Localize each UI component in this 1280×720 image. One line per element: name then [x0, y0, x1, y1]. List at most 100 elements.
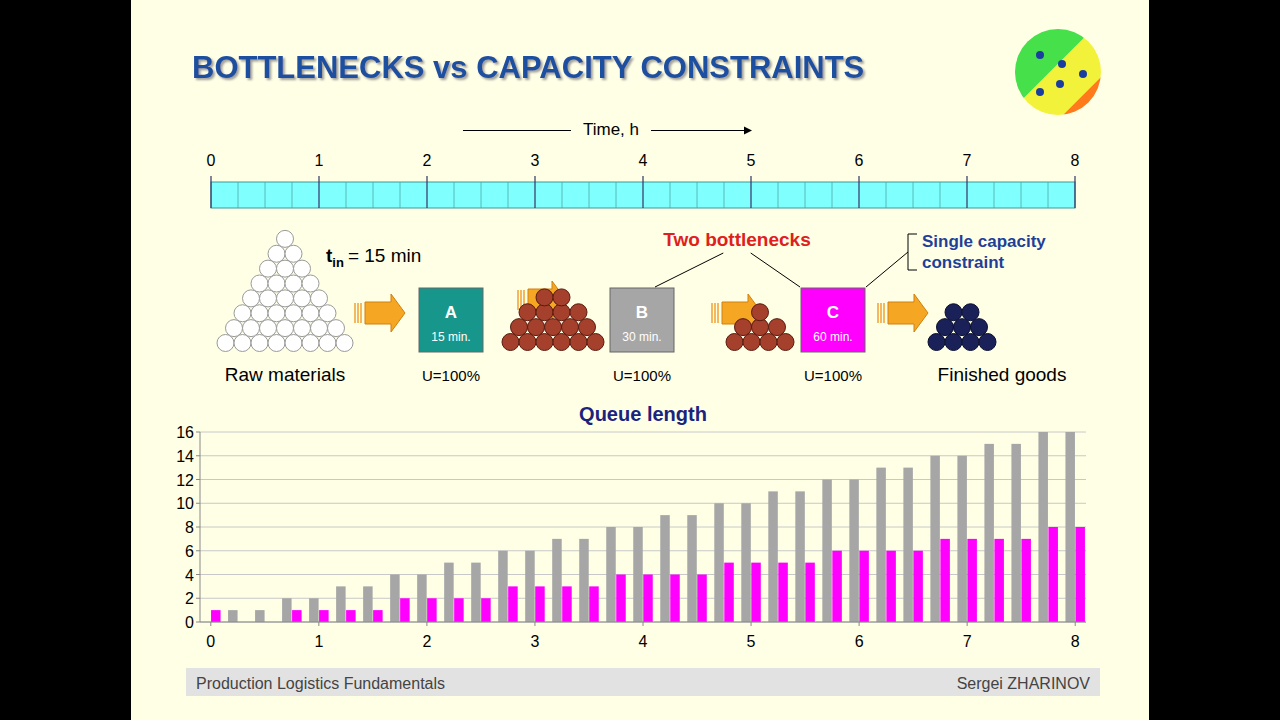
bar — [319, 610, 329, 622]
bar — [795, 491, 805, 622]
bar — [309, 598, 319, 622]
x-tick-label: 4 — [639, 633, 648, 650]
input-text: = 15 min — [348, 245, 421, 266]
flow-arrow-stripe — [717, 303, 719, 323]
item — [260, 290, 277, 307]
item — [243, 320, 260, 337]
item — [336, 335, 353, 352]
bar — [697, 575, 707, 623]
chart: Queue length0246810121416012345678 — [176, 403, 1086, 650]
flow-arrow-stripe — [880, 303, 882, 323]
timeline-tick — [210, 176, 211, 208]
bar — [616, 575, 626, 623]
bar — [805, 563, 815, 622]
bar — [525, 551, 535, 622]
flow-arrow-stripe — [883, 303, 885, 323]
grid-line — [200, 574, 1086, 575]
bar — [778, 563, 788, 622]
bar — [849, 480, 859, 623]
item — [519, 334, 536, 351]
raw-materials-label: Raw materials — [225, 364, 345, 385]
y-tick — [196, 622, 200, 623]
item — [954, 319, 971, 336]
timeline-cell — [832, 182, 833, 208]
bar — [346, 610, 356, 622]
bar — [724, 563, 734, 622]
item — [562, 319, 579, 336]
logo-dot — [1058, 60, 1066, 68]
bar — [1011, 444, 1021, 622]
bar — [1021, 539, 1030, 622]
flow-arrow-stripe — [711, 303, 713, 323]
bar — [373, 610, 383, 622]
item — [217, 335, 234, 352]
bar — [903, 468, 913, 622]
item — [277, 320, 294, 337]
timeline-cell — [1021, 182, 1022, 208]
timeline-arrow — [463, 130, 571, 131]
timeline-tick — [642, 176, 643, 208]
item — [268, 335, 285, 352]
leader-line — [751, 253, 800, 287]
leader-line — [655, 253, 723, 287]
bar — [886, 551, 896, 622]
item — [260, 320, 277, 337]
item — [777, 334, 794, 351]
item — [311, 290, 328, 307]
flow-arrow-stripe — [354, 303, 356, 323]
item — [752, 304, 769, 321]
x-tick — [426, 622, 427, 626]
y-tick-label: 4 — [185, 567, 194, 584]
input-subscript: in — [332, 255, 344, 270]
item — [302, 275, 319, 292]
item — [294, 320, 311, 337]
timeline-cell — [238, 182, 239, 208]
grid-line — [200, 479, 1086, 480]
item — [928, 334, 945, 351]
grid-line — [200, 622, 1086, 623]
flow-arrow — [355, 294, 405, 332]
bar — [957, 456, 967, 622]
item — [319, 335, 336, 352]
timeline-cell — [562, 182, 563, 208]
item — [243, 290, 260, 307]
item — [519, 304, 536, 321]
item — [536, 289, 553, 306]
bar — [1075, 527, 1085, 622]
y-tick — [196, 574, 200, 575]
bar — [913, 551, 923, 622]
bar — [363, 586, 373, 622]
x-tick-label: 1 — [314, 633, 323, 650]
bar — [508, 586, 518, 622]
logo-dot — [1036, 88, 1044, 96]
timeline-tick — [318, 176, 319, 208]
timeline-tick — [858, 176, 859, 208]
item — [251, 335, 268, 352]
slide-title: BOTTLENECKS vs CAPACITY CONSTRAINTS — [192, 50, 864, 85]
item — [311, 320, 328, 337]
timeline-cell — [994, 182, 995, 208]
bar — [471, 563, 481, 622]
timeline-cell — [1048, 182, 1049, 208]
timeline-cell — [481, 182, 482, 208]
x-tick — [859, 622, 860, 626]
grid-line — [200, 550, 1086, 551]
bar — [984, 444, 994, 622]
y-tick-label: 16 — [176, 424, 194, 441]
x-tick-label: 7 — [963, 633, 972, 650]
timeline-cell — [292, 182, 293, 208]
diagram: Raw materialstin= 15 minFinished goodsA1… — [217, 229, 1066, 385]
bar — [579, 539, 589, 622]
grid-line — [200, 503, 1086, 504]
timeline-cell — [778, 182, 779, 208]
constraint-line: Single capacity — [922, 232, 1046, 251]
station-time: 60 min. — [813, 330, 852, 344]
item — [302, 305, 319, 322]
item — [545, 319, 562, 336]
flow-arrow-body — [888, 294, 928, 332]
timeline-tick-label: 4 — [639, 152, 648, 169]
item — [277, 260, 294, 277]
item — [226, 320, 243, 337]
logo-stripe — [984, 0, 1152, 166]
x-tick — [643, 622, 644, 626]
